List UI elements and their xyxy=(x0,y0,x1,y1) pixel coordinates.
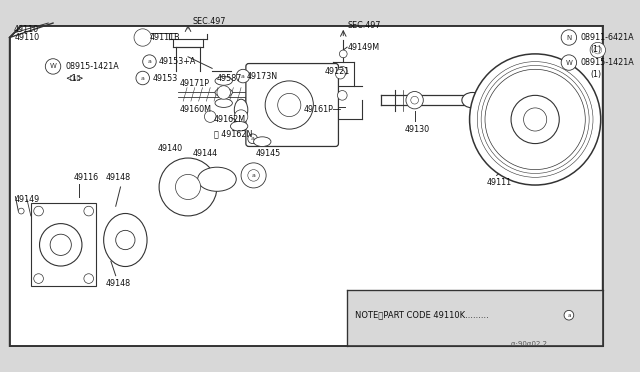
Circle shape xyxy=(477,62,593,177)
Text: a: a xyxy=(567,313,571,318)
Ellipse shape xyxy=(215,77,232,85)
Circle shape xyxy=(175,174,200,199)
Text: W: W xyxy=(566,60,572,65)
Text: <1>: <1> xyxy=(65,74,84,83)
Circle shape xyxy=(561,30,577,45)
Ellipse shape xyxy=(215,88,232,97)
Circle shape xyxy=(278,93,301,116)
Text: 08911-6421A: 08911-6421A xyxy=(580,33,634,42)
Text: 49148: 49148 xyxy=(106,173,131,182)
Circle shape xyxy=(561,55,577,70)
Text: 49130: 49130 xyxy=(405,125,430,134)
Circle shape xyxy=(590,42,605,58)
Circle shape xyxy=(470,54,601,185)
Text: 49149M: 49149M xyxy=(348,43,380,52)
Circle shape xyxy=(337,90,347,100)
Circle shape xyxy=(335,69,345,79)
Text: SEC.497: SEC.497 xyxy=(347,22,381,31)
Text: 49111: 49111 xyxy=(487,178,512,187)
Circle shape xyxy=(143,55,156,68)
FancyBboxPatch shape xyxy=(246,64,339,147)
Circle shape xyxy=(234,110,248,124)
Circle shape xyxy=(50,234,71,256)
Circle shape xyxy=(134,29,152,46)
Text: 49161P―: 49161P― xyxy=(304,105,342,114)
Circle shape xyxy=(481,65,589,173)
Text: 49145: 49145 xyxy=(255,149,281,158)
Text: a: a xyxy=(147,59,152,64)
Circle shape xyxy=(485,69,586,170)
Text: 49110: 49110 xyxy=(13,25,38,34)
Circle shape xyxy=(249,171,259,180)
Ellipse shape xyxy=(104,214,147,266)
Text: N: N xyxy=(566,35,572,41)
Circle shape xyxy=(594,46,602,54)
Text: a: a xyxy=(251,136,255,141)
Circle shape xyxy=(236,69,250,83)
Text: 49144: 49144 xyxy=(193,149,218,158)
Text: 49110: 49110 xyxy=(15,33,40,42)
Polygon shape xyxy=(31,203,97,286)
Circle shape xyxy=(406,92,423,109)
Text: 49587: 49587 xyxy=(217,74,243,83)
Circle shape xyxy=(204,111,216,122)
Circle shape xyxy=(248,170,259,181)
Text: 49140: 49140 xyxy=(157,144,182,153)
Text: a: a xyxy=(252,173,255,178)
Circle shape xyxy=(564,310,573,320)
Text: 49149: 49149 xyxy=(15,195,40,204)
Circle shape xyxy=(511,95,559,144)
Circle shape xyxy=(265,81,314,129)
Circle shape xyxy=(40,224,82,266)
Text: α·90α02 2: α·90α02 2 xyxy=(511,341,547,347)
Text: a: a xyxy=(241,74,245,78)
Circle shape xyxy=(34,206,44,216)
Text: 49160M: 49160M xyxy=(179,105,211,114)
Text: 49162M: 49162M xyxy=(214,115,246,124)
Circle shape xyxy=(411,96,419,104)
Text: 49148: 49148 xyxy=(106,279,131,288)
Circle shape xyxy=(159,158,217,216)
Text: 49111B: 49111B xyxy=(150,33,180,42)
Polygon shape xyxy=(347,290,603,346)
Circle shape xyxy=(84,206,93,216)
Text: 49121: 49121 xyxy=(325,67,350,76)
Circle shape xyxy=(45,59,61,74)
Circle shape xyxy=(241,163,266,188)
Text: a: a xyxy=(141,76,145,80)
Ellipse shape xyxy=(234,99,248,121)
Ellipse shape xyxy=(215,99,232,108)
Text: 49173N: 49173N xyxy=(247,71,278,81)
Text: NOTE、PART CODE 49110K.........: NOTE、PART CODE 49110K......... xyxy=(355,311,492,320)
Circle shape xyxy=(84,274,93,283)
Text: 49171P: 49171P xyxy=(179,79,209,88)
Circle shape xyxy=(34,274,44,283)
Circle shape xyxy=(337,67,347,76)
Text: 49153: 49153 xyxy=(152,74,177,83)
Circle shape xyxy=(19,208,24,214)
Text: 08915-1421A: 08915-1421A xyxy=(580,58,634,67)
Circle shape xyxy=(136,71,150,85)
Ellipse shape xyxy=(198,167,236,191)
Text: 49116: 49116 xyxy=(74,173,99,182)
Ellipse shape xyxy=(462,93,483,108)
Circle shape xyxy=(116,230,135,250)
Text: (1): (1) xyxy=(590,70,601,78)
Ellipse shape xyxy=(230,121,248,131)
Text: (1): (1) xyxy=(590,45,601,54)
Circle shape xyxy=(339,50,347,58)
Text: 49153+A: 49153+A xyxy=(159,57,196,66)
Text: 08915-1421A: 08915-1421A xyxy=(65,62,119,71)
Text: W: W xyxy=(49,64,56,70)
Text: SEC.497: SEC.497 xyxy=(193,17,227,26)
Circle shape xyxy=(248,134,257,144)
Polygon shape xyxy=(10,26,603,346)
Text: ⓐ 49162N: ⓐ 49162N xyxy=(214,129,252,138)
Circle shape xyxy=(524,108,547,131)
Ellipse shape xyxy=(253,137,271,147)
Circle shape xyxy=(217,86,230,99)
Text: 、1。: 、1。 xyxy=(69,75,81,81)
